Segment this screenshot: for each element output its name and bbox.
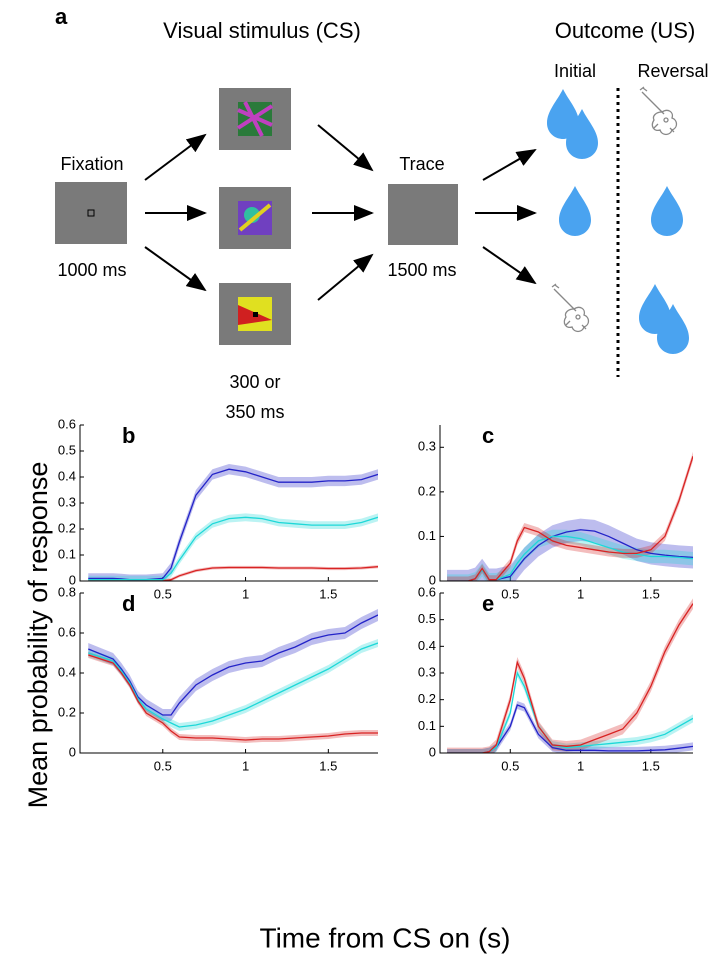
- outcome-title: Outcome (US): [555, 18, 696, 43]
- arrows: [144, 124, 537, 301]
- x-tick-label: 1.5: [319, 758, 337, 773]
- error-band: [88, 652, 378, 743]
- y-tick-label: 0.3: [418, 664, 436, 679]
- error-band: [447, 598, 693, 753]
- trace-duration: 1500 ms: [387, 260, 456, 280]
- plot-area: [447, 598, 693, 753]
- y-tick-label: 0.5: [58, 442, 76, 457]
- line: [88, 566, 378, 581]
- y-tick-label: 0.6: [58, 416, 76, 431]
- x-tick-label: 1.5: [642, 758, 660, 773]
- axes: [439, 593, 693, 754]
- y-tick-label: 0: [429, 572, 436, 587]
- plot-area: [88, 464, 378, 581]
- panel-label: c: [482, 423, 494, 448]
- axes: [439, 425, 693, 582]
- trace-screen: [388, 184, 458, 245]
- cs-screens: [219, 88, 291, 345]
- fixation-point: [87, 209, 95, 217]
- panel-label: a: [55, 4, 68, 29]
- y-tick-label: 0.4: [58, 664, 76, 679]
- x-tick-label: 0.5: [154, 758, 172, 773]
- plot-area: [88, 609, 378, 743]
- y-tick-label: 0.2: [418, 691, 436, 706]
- y-tick-label: 0.1: [418, 718, 436, 733]
- line: [447, 456, 693, 581]
- x-tick-label: 1.5: [319, 586, 337, 601]
- plot-area: [447, 451, 693, 581]
- axes: [79, 425, 378, 582]
- fixation-screen: [55, 182, 127, 244]
- chart: 0 0.2 0.4 0.6 0.8 0.5 1 1.5 d: [58, 584, 378, 773]
- x-tick-label: 1: [242, 758, 249, 773]
- y-tick-label: 0.5: [418, 611, 436, 626]
- error-band: [88, 639, 378, 731]
- y-tick-label: 0.2: [418, 483, 436, 498]
- x-axis-label: Time from CS on (s): [260, 922, 511, 953]
- x-tick-label: 1: [577, 586, 584, 601]
- initial-label: Initial: [554, 61, 596, 81]
- y-tick-label: 0: [429, 744, 436, 759]
- error-band: [88, 513, 378, 581]
- x-tick-label: 0.5: [501, 586, 519, 601]
- y-tick-label: 0.8: [58, 584, 76, 599]
- x-tick-label: 0.5: [501, 758, 519, 773]
- y-tick-label: 0: [69, 744, 76, 759]
- error-band: [88, 565, 378, 581]
- chart: 0 0.1 0.2 0.3 0.5 1 1.5 c: [418, 423, 693, 601]
- line: [88, 654, 378, 741]
- x-tick-label: 1: [577, 758, 584, 773]
- line: [88, 516, 378, 581]
- y-tick-label: 0.1: [58, 546, 76, 561]
- error-band: [447, 701, 693, 753]
- y-tick-label: 0: [69, 572, 76, 587]
- fixation-duration: 1000 ms: [57, 260, 126, 280]
- error-band: [88, 464, 378, 581]
- panel-label: b: [122, 423, 135, 448]
- line: [88, 614, 378, 716]
- trace-label: Trace: [399, 154, 444, 174]
- reversal-label: Reversal: [637, 61, 708, 81]
- x-tick-label: 1: [242, 586, 249, 601]
- x-tick-label: 0.5: [154, 586, 172, 601]
- y-tick-label: 0.2: [58, 704, 76, 719]
- y-tick-label: 0.4: [418, 638, 436, 653]
- y-tick-label: 0.4: [58, 468, 76, 483]
- y-tick-label: 0.3: [58, 494, 76, 509]
- y-tick-label: 0.2: [58, 520, 76, 535]
- fixation-label: Fixation: [60, 154, 123, 174]
- x-tick-label: 1.5: [642, 586, 660, 601]
- panel-a-diagram: a Visual stimulus (CS) Outcome (US) Init…: [55, 4, 709, 422]
- y-tick-label: 0.6: [418, 584, 436, 599]
- line: [88, 642, 378, 728]
- cs-duration: 350 ms: [225, 402, 284, 422]
- error-band: [88, 609, 378, 721]
- chart: 0 0.1 0.2 0.3 0.4 0.5 0.6 0.5 1 1.5 b: [58, 416, 378, 601]
- panel-label: e: [482, 591, 494, 616]
- axes: [79, 593, 378, 754]
- panel-label: d: [122, 591, 135, 616]
- chart: 0 0.1 0.2 0.3 0.4 0.5 0.6 0.5 1 1.5 e: [418, 584, 693, 773]
- cs-duration: 300 or: [229, 372, 280, 392]
- y-axis-label: Mean probability of response: [23, 462, 53, 809]
- stimulus-title: Visual stimulus (CS): [163, 18, 361, 43]
- y-tick-label: 0.6: [58, 624, 76, 639]
- y-tick-label: 0.1: [418, 528, 436, 543]
- y-tick-label: 0.3: [418, 439, 436, 454]
